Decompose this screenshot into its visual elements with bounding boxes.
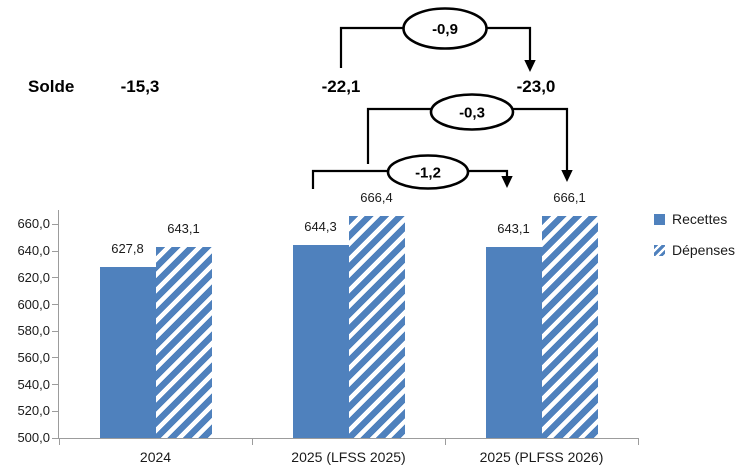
arrow-down-icon: [561, 170, 573, 182]
bar-recettes-2: [292, 245, 349, 438]
x-axis-tick: [638, 438, 639, 445]
delta-depenses-value: -0,3: [459, 105, 485, 122]
legend-label-recettes: Recettes: [672, 211, 728, 227]
y-axis-tick-label: 520,0: [17, 403, 50, 419]
bar-value-label: 627,8: [111, 241, 144, 257]
x-axis-category-label: 2025 (LFSS 2025): [291, 449, 406, 465]
y-axis-tick: [52, 250, 59, 252]
solde-row-label: Solde: [28, 77, 75, 96]
plot-area: 500,0 520,0 540,0 560,0 580,0 600,0 620,0 640,0…: [17, 190, 639, 465]
x-axis-category-label: 2024: [139, 449, 172, 465]
bar-value-label: 644,3: [304, 219, 337, 235]
bar-value-label: 666,4: [360, 189, 393, 205]
delta-recettes-right-line: [465, 169, 509, 176]
y-axis-tick: [52, 277, 59, 279]
solde-value-2025-lfss: -22,1: [321, 77, 361, 96]
y-axis-tick: [52, 410, 59, 412]
depenses-hatched-swatch-icon: [654, 244, 665, 256]
bar-recettes-1: [99, 267, 156, 438]
arrow-down-icon: [524, 60, 536, 72]
y-axis-tick: [52, 437, 59, 439]
delta-bubble-recettes: [386, 154, 470, 190]
delta-recettes-left-line: [311, 169, 391, 189]
delta-solde-left-line: [339, 26, 406, 68]
legend-item-recettes: Recettes: [654, 211, 735, 227]
arrow-down-icon: [501, 176, 513, 188]
y-axis-tick-label: 660,0: [17, 216, 50, 232]
delta-bubble-solde: [402, 7, 488, 50]
legend: Recettes Dépenses: [654, 211, 735, 273]
y-axis-tick: [52, 223, 59, 225]
delta-solde-right-line: [486, 26, 532, 60]
y-axis-tick-label: 580,0: [17, 323, 50, 339]
solde-value-2024: -15,3: [120, 77, 160, 96]
y-axis-tick-label: 620,0: [17, 269, 50, 285]
y-axis-tick: [52, 357, 59, 359]
y-axis-tick-label: 500,0: [17, 430, 50, 445]
y-axis-tick-label: 560,0: [17, 349, 50, 365]
solde-value-2025-plfss: -23,0: [516, 77, 556, 96]
x-axis-tick: [445, 438, 446, 445]
x-axis-tick: [59, 438, 60, 445]
y-axis-tick: [52, 304, 59, 305]
bar-value-label: 666,1: [553, 190, 586, 206]
delta-depenses-left-line: [366, 107, 434, 164]
delta-recettes-value: -1,2: [415, 165, 441, 182]
bar-value-label: 643,1: [497, 220, 530, 236]
legend-item-depenses: Dépenses: [654, 242, 735, 258]
bar-value-label: 643,1: [167, 220, 200, 236]
legend-label-depenses: Dépenses: [672, 242, 736, 258]
y-axis-tick-label: 640,0: [17, 243, 50, 259]
delta-depenses-right-line: [510, 107, 569, 170]
x-axis-category-label: 2025 (PLFSS 2026): [479, 449, 604, 465]
bar-recettes-3: [485, 246, 542, 438]
recettes-solid-swatch-icon: [654, 213, 665, 225]
y-axis-tick: [52, 384, 59, 386]
delta-bubble-depenses: [429, 93, 515, 131]
y-axis-tick-label: 600,0: [17, 296, 50, 312]
y-axis-tick-label: 540,0: [17, 376, 50, 392]
bar-depenses-1: [155, 246, 212, 438]
delta-solde-value: -0,9: [432, 21, 458, 38]
y-axis-tick: [52, 330, 59, 332]
x-axis-tick: [252, 438, 253, 445]
bar-depenses-2: [348, 215, 405, 438]
bar-depenses-3: [541, 216, 598, 438]
